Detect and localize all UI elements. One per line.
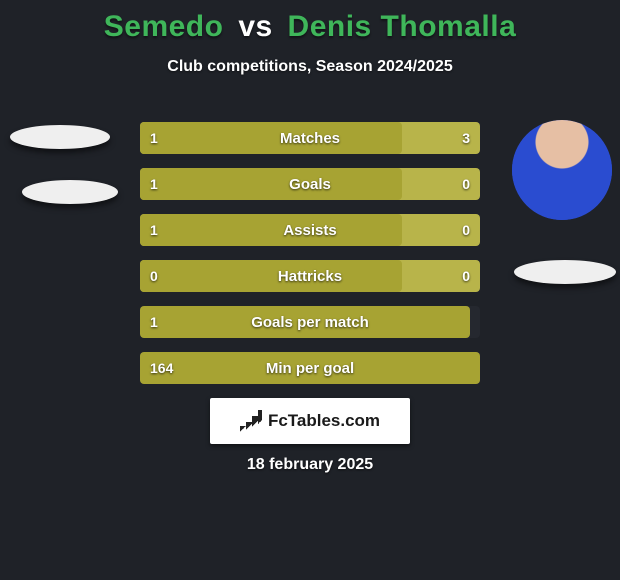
brand-badge[interactable]: FcTables.com [210,398,410,444]
stat-value-left: 1 [150,214,158,246]
stat-bar-fill [140,306,470,338]
stat-row: 10Goals [140,168,480,200]
stat-value-right: 3 [462,122,470,154]
stat-bar-fill [140,122,402,154]
player1-name: Semedo [104,10,224,43]
stat-value-right: 0 [462,168,470,200]
stat-value-left: 1 [150,122,158,154]
stat-value-right: 0 [462,260,470,292]
stat-value-left: 1 [150,306,158,338]
stat-row: 164Min per goal [140,352,480,384]
stat-row: 1Goals per match [140,306,480,338]
fctables-logo-icon [240,410,262,432]
player2-avatar-shadow [514,260,616,284]
stat-bar-fill [140,168,402,200]
comparison-title: Semedo vs Denis Thomalla [0,0,620,44]
stat-bar-fill [140,260,402,292]
stat-row: 13Matches [140,122,480,154]
footer-date: 18 february 2025 [247,456,373,474]
vs-label: vs [238,10,272,43]
stat-bar-fill [140,214,402,246]
stat-bar-fill [140,352,480,384]
stat-value-left: 164 [150,352,173,384]
stat-value-right: 0 [462,214,470,246]
player1-avatar-placeholder [10,125,110,149]
subtitle: Club competitions, Season 2024/2025 [0,58,620,76]
stat-row: 10Assists [140,214,480,246]
brand-text: FcTables.com [268,411,380,431]
player2-name: Denis Thomalla [288,10,517,43]
player1-avatar-placeholder-shadow [22,180,118,204]
stat-value-left: 0 [150,260,158,292]
stat-value-left: 1 [150,168,158,200]
player2-avatar [512,120,612,220]
stat-row: 00Hattricks [140,260,480,292]
stat-bars: 13Matches10Goals10Assists00Hattricks1Goa… [140,122,480,398]
